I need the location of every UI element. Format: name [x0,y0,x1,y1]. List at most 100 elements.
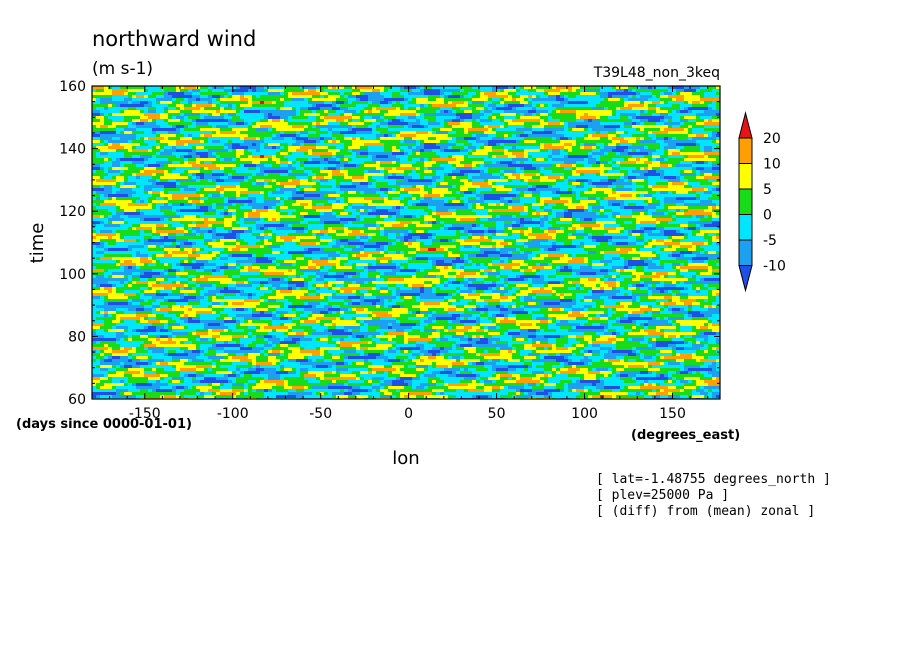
field-cell [492,95,497,99]
field-cell [260,155,265,159]
field-cell [600,155,605,159]
field-cell [152,164,157,168]
field-cell [136,98,141,102]
field-cell [656,89,661,93]
field-cell [544,131,549,135]
field-cell [448,170,453,174]
field-cell [428,173,433,177]
field-cell [316,92,321,96]
field-cell [492,101,497,105]
field-cell [288,131,293,135]
field-cell [344,173,349,177]
field-cell [284,110,289,114]
field-cell [344,119,349,123]
field-cell [620,107,625,111]
field-cell [192,176,197,180]
field-cell [216,89,221,93]
field-cell [196,143,201,147]
field-cell [668,119,673,123]
field-cell [328,110,333,114]
field-cell [256,179,261,183]
field-cell [264,86,269,90]
field-cell [716,98,720,102]
field-cell [528,110,533,114]
field-cell [300,146,305,150]
field-cell [124,140,129,144]
field-cell [368,152,373,156]
field-cell [272,113,277,117]
field-cell [588,152,593,156]
field-cell [592,125,597,129]
field-cell [636,155,641,159]
field-cell [652,158,657,162]
field-cell [308,128,313,132]
field-cell [204,146,209,150]
field-cell [656,137,661,141]
field-cell [216,143,221,147]
field-cell [132,137,137,141]
field-cell [652,161,657,165]
field-cell [560,140,565,144]
field-cell [232,125,237,129]
field-cell [392,116,397,120]
field-cell [672,134,677,138]
field-cell [132,152,137,156]
field-cell [652,173,657,177]
field-cell [564,137,569,141]
field-cell [172,161,177,165]
field-cell [336,131,341,135]
field-cell [100,134,105,138]
field-cell [600,89,605,93]
field-cell [336,170,341,174]
field-cell [172,116,177,120]
field-cell [716,143,720,147]
field-cell [256,101,261,105]
field-cell [348,110,353,114]
field-cell [188,95,193,99]
field-cell [600,143,605,147]
field-cell [176,101,181,105]
field-cell [520,95,525,99]
field-cell [612,155,617,159]
field-cell [408,167,413,171]
field-cell [468,179,473,183]
field-cell [316,140,321,144]
field-cell [224,128,229,132]
field-cell [120,131,125,135]
field-cell [512,125,517,129]
field-cell [440,143,445,147]
field-cell [284,164,289,168]
field-cell [524,152,529,156]
field-cell [332,134,337,138]
field-cell [616,134,621,138]
field-cell [400,119,405,123]
field-cell [484,92,489,96]
field-cell [336,164,341,168]
field-cell [580,149,585,153]
field-cell [456,155,461,159]
field-cell [112,98,117,102]
field-cell [104,107,109,111]
field-cell [308,152,313,156]
field-cell [672,140,677,144]
field-cell [520,161,525,165]
field-cell [96,131,101,135]
field-cell [140,155,145,159]
field-cell [276,149,281,153]
field-cell [264,113,269,117]
field-cell [532,128,537,132]
field-cell [444,146,449,150]
field-cell [384,158,389,162]
field-cell [360,128,365,132]
field-cell [648,176,653,180]
field-cell [340,110,345,114]
field-cell [612,104,617,108]
field-cell [600,104,605,108]
field-cell [328,122,333,126]
field-cell [160,173,165,177]
field-cell [620,101,625,105]
field-cell [500,116,505,120]
field-cell [644,143,649,147]
field-cell [276,164,281,168]
field-cell [364,134,369,138]
